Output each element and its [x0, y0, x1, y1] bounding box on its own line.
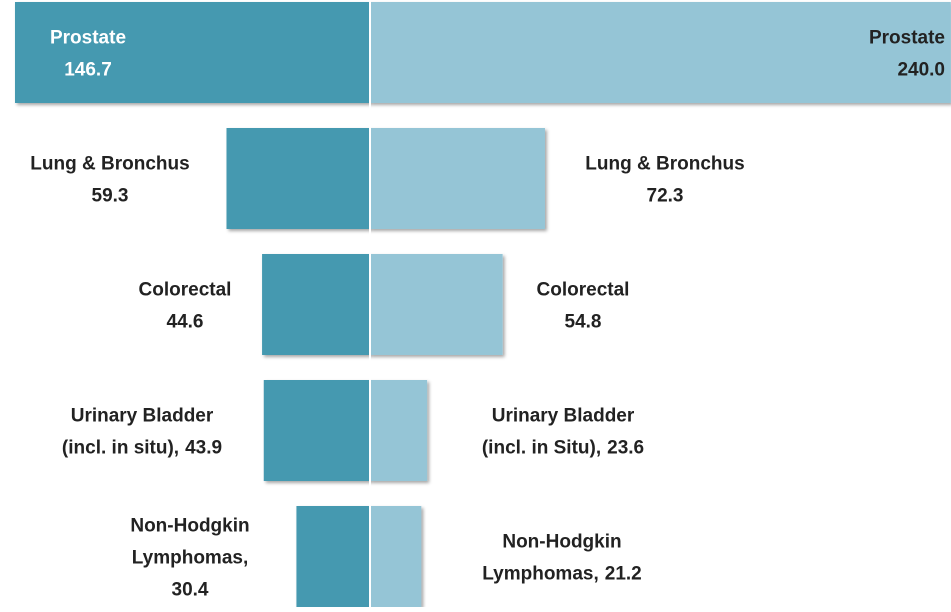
bar-label: Colorectal 54.8	[537, 280, 630, 333]
value-label: 44.6	[167, 312, 204, 333]
bar-label: Prostate 146.7	[50, 28, 126, 81]
label-line: Prostate	[50, 28, 126, 49]
value-label: 21.2	[605, 564, 642, 585]
bar-label: Urinary Bladder (incl. in Situ), 23.6	[482, 406, 644, 459]
label-line: Urinary Bladder	[492, 406, 635, 427]
value-label: 30.4	[172, 580, 209, 601]
value-label: 59.3	[92, 186, 129, 207]
bar	[262, 254, 370, 355]
bar	[263, 380, 370, 481]
label-line: Lung & Bronchus	[30, 154, 189, 175]
label-line: (incl. in situ),	[62, 438, 179, 459]
bar-label: Urinary Bladder (incl. in situ), 43.9	[62, 406, 222, 459]
bar-label: Non-Hodgkin Lymphomas, 21.2	[482, 532, 641, 585]
value-label: 240.0	[897, 60, 945, 81]
value-label: 72.3	[647, 186, 684, 207]
label-line: Non-Hodgkin	[502, 532, 621, 553]
bar	[370, 128, 545, 229]
label-line: Non-Hodgkin	[130, 516, 249, 537]
label-line: Prostate	[869, 28, 945, 49]
label-line: Lymphomas,	[482, 564, 599, 585]
label-line: Colorectal	[139, 280, 232, 301]
value-label: 54.8	[565, 312, 602, 333]
bar	[370, 380, 428, 481]
label-line: Colorectal	[537, 280, 630, 301]
label-line: Urinary Bladder	[71, 406, 214, 427]
value-label: 146.7	[64, 60, 112, 81]
bar-label: Non-Hodgkin Lymphomas, 30.4	[130, 516, 249, 601]
bar-label: Colorectal 44.6	[139, 280, 232, 333]
bar	[296, 506, 370, 607]
value-label: 43.9	[185, 438, 222, 459]
bar	[370, 506, 422, 607]
bar-label: Prostate 240.0	[869, 28, 945, 81]
bar	[14, 2, 371, 103]
label-line: Lung & Bronchus	[585, 154, 744, 175]
label-line: (incl. in Situ),	[482, 438, 601, 459]
bar-label: Lung & Bronchus 72.3	[585, 154, 744, 207]
bar	[226, 128, 370, 229]
value-label: 23.6	[607, 438, 644, 459]
label-line: Lymphomas,	[132, 548, 249, 569]
bar	[370, 2, 951, 103]
bar-label: Lung & Bronchus 59.3	[30, 154, 189, 207]
bar	[370, 254, 503, 355]
